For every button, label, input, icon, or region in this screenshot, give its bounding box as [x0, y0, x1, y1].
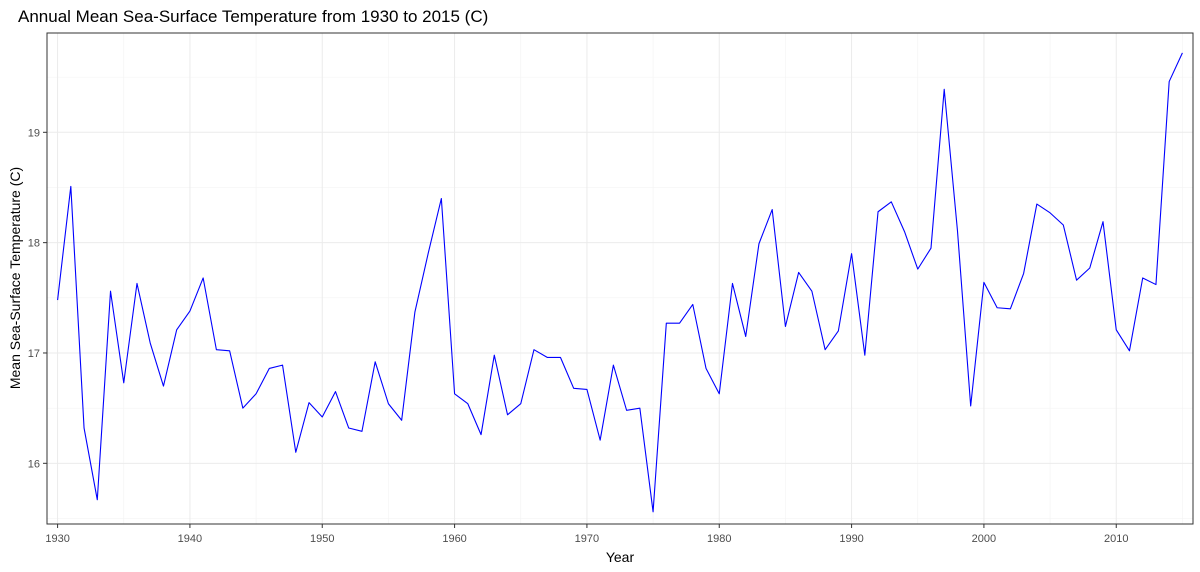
grid-lines	[47, 33, 1193, 524]
x-tick-label: 1960	[442, 533, 466, 545]
x-tick-label: 1980	[707, 533, 731, 545]
y-tick-label: 16	[28, 458, 40, 470]
y-tick-label: 19	[28, 127, 40, 139]
data-series	[57, 52, 1183, 513]
x-tick-label: 2010	[1104, 533, 1128, 545]
x-tick-label: 2000	[972, 533, 996, 545]
chart-title: Annual Mean Sea-Surface Temperature from…	[18, 7, 488, 26]
series-line	[57, 52, 1183, 513]
y-tick-label: 18	[28, 238, 40, 250]
x-tick-label: 1940	[178, 533, 202, 545]
x-axis-label: Year	[606, 549, 635, 565]
axis-ticks: 1930 1940 1950 1960 1970 1980 1990 2000 2010 16 17…	[28, 127, 1129, 545]
y-tick-label: 17	[28, 348, 40, 360]
x-tick-label: 1990	[839, 533, 863, 545]
y-axis-label: Mean Sea-Surface Temperature (C)	[7, 167, 23, 389]
x-tick-label: 1950	[310, 533, 334, 545]
plot-panel-border	[46, 32, 1194, 525]
x-tick-label: 1970	[575, 533, 599, 545]
x-tick-label: 1930	[45, 533, 69, 545]
